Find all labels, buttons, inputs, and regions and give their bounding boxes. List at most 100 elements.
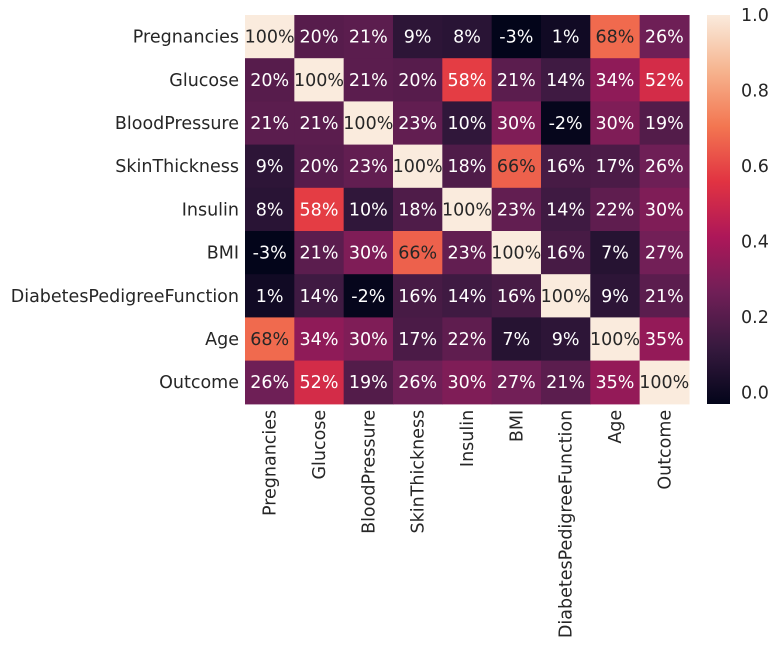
heatmap-cell (639, 187, 690, 232)
heatmap-cell (540, 274, 591, 318)
cell-annotation: 27% (497, 373, 536, 393)
heatmap-cell (491, 317, 542, 362)
heatmap-cell (245, 274, 295, 318)
y-tick-labels: Pregnancies Glucose BloodPressure SkinThick… (11, 28, 239, 394)
cell-annotation: 20% (300, 157, 339, 177)
heatmap-cell (639, 101, 690, 146)
colorbar-tick-label: 0.4 (741, 233, 769, 253)
heatmap-cell (294, 317, 345, 362)
heatmap-cell (491, 15, 542, 59)
cell-annotation: 22% (448, 330, 487, 350)
cell-annotation: 14% (448, 287, 487, 307)
cell-annotation: 30% (645, 200, 684, 220)
cell-annotation: 17% (596, 157, 635, 177)
heatmap-cell (442, 144, 493, 189)
cell-annotation: 68% (250, 330, 289, 350)
heatmap-cells (245, 15, 690, 405)
cell-annotation: 21% (349, 71, 388, 91)
cell-annotation: 26% (645, 157, 684, 177)
heatmap-cell (491, 187, 542, 232)
heatmap-cell (343, 231, 394, 275)
cell-annotation: 9% (256, 157, 284, 177)
y-tick-label: Pregnancies (133, 28, 239, 48)
heatmap-cell (294, 231, 345, 275)
cell-annotation: 100% (590, 330, 640, 350)
cell-annotation: 23% (448, 244, 487, 264)
heatmap-cell (343, 317, 394, 362)
cell-annotation: 21% (250, 114, 289, 134)
heatmap-cell (343, 58, 394, 102)
heatmap-cell (491, 101, 542, 146)
x-tick-labels: Pregnancies Glucose BloodPressure SkinThick… (261, 410, 676, 638)
cell-annotation: 20% (300, 28, 339, 48)
cell-annotation: 16% (546, 157, 585, 177)
cell-annotation: 9% (601, 287, 629, 307)
heatmap-cell (294, 360, 345, 405)
heatmap-cell (245, 15, 295, 59)
colorbar: 0.0 0.2 0.4 0.6 0.8 1.0 (707, 6, 769, 404)
colorbar-gradient (707, 15, 730, 404)
cell-annotation: 26% (398, 373, 437, 393)
heatmap-cell (540, 187, 591, 232)
cell-annotation: 66% (398, 244, 437, 264)
heatmap-cell (442, 231, 493, 275)
cell-annotation: 30% (349, 244, 388, 264)
y-tick-label: Glucose (169, 71, 239, 91)
heatmap-cell (491, 144, 542, 189)
cell-annotation: 22% (596, 200, 635, 220)
heatmap-cell (491, 58, 542, 102)
heatmap-cell (392, 274, 443, 318)
heatmap-cell (491, 274, 542, 318)
heatmap-cell (245, 58, 295, 102)
heatmap-cell (392, 101, 443, 146)
heatmap-cell (590, 144, 641, 189)
heatmap-cell (294, 274, 345, 318)
cell-annotation: 35% (645, 330, 684, 350)
heatmap-cell (540, 101, 591, 146)
heatmap-cell (392, 317, 443, 362)
cell-annotation: 16% (497, 287, 536, 307)
heatmap-cell (442, 58, 493, 102)
cell-annotation: 30% (596, 114, 635, 134)
cell-annotation: 14% (300, 287, 339, 307)
cell-annotation: 1% (552, 28, 580, 48)
cell-annotation: 20% (250, 71, 289, 91)
x-tick-label: Pregnancies (261, 410, 281, 516)
cell-annotation: 30% (349, 330, 388, 350)
cell-annotation: 58% (448, 71, 487, 91)
heatmap-cell (540, 58, 591, 102)
heatmap-cell (590, 317, 641, 362)
heatmap-cell (442, 360, 493, 405)
cell-annotation: 16% (398, 287, 437, 307)
heatmap-cell (245, 360, 295, 405)
cell-annotation: 23% (398, 114, 437, 134)
heatmap-cell (245, 144, 295, 189)
heatmap-cell (590, 58, 641, 102)
cell-annotation: -2% (351, 287, 385, 307)
heatmap-cell (343, 274, 394, 318)
heatmap-cell (392, 15, 443, 59)
cell-annotation: 19% (645, 114, 684, 134)
heatmap-cell (294, 144, 345, 189)
heatmap-cell (590, 15, 641, 59)
heatmap-cell (245, 101, 295, 146)
cell-annotation: 35% (596, 373, 635, 393)
cell-annotation: 1% (256, 287, 284, 307)
colorbar-tick-label: 0.6 (741, 157, 769, 177)
heatmap-cell (590, 101, 641, 146)
cell-annotation: 21% (300, 114, 339, 134)
cell-annotation: 100% (491, 244, 541, 264)
cell-annotation: 19% (349, 373, 388, 393)
cell-annotation: 21% (300, 244, 339, 264)
cell-annotation: 23% (349, 157, 388, 177)
heatmap-cell (590, 187, 641, 232)
cell-annotation: 34% (300, 330, 339, 350)
heatmap-cell (639, 317, 690, 362)
cell-annotation: 66% (497, 157, 536, 177)
cell-annotation: 68% (596, 28, 635, 48)
heatmap-cell (245, 187, 295, 232)
colorbar-tick-label: 0.2 (741, 308, 769, 328)
heatmap-cell (540, 144, 591, 189)
cell-annotation: 100% (343, 114, 393, 134)
